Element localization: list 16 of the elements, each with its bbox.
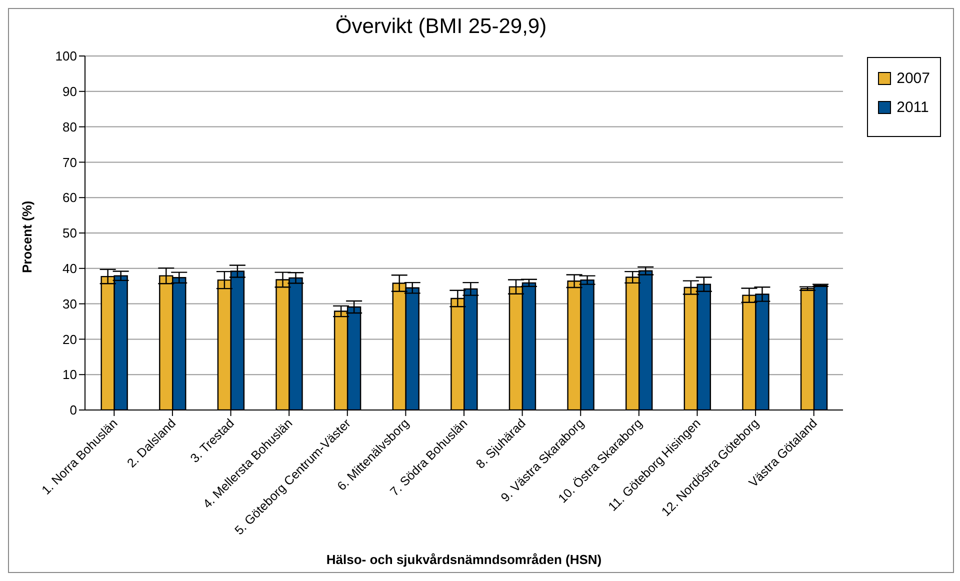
y-axis-title: Procent (%) <box>20 200 35 273</box>
y-tick-label: 90 <box>62 84 77 100</box>
legend-label: 2007 <box>896 70 930 87</box>
y-tick-label: 30 <box>62 296 77 312</box>
y-tick-label: 50 <box>62 226 77 241</box>
y-tick-label: 70 <box>62 154 77 170</box>
y-tick-label: 10 <box>62 367 77 382</box>
chart-title: Övervikt (BMI 25-29,9) <box>334 15 548 39</box>
x-axis-title: Hälso- och sjukvårdsnämndsområden (HSN) <box>326 552 602 567</box>
y-tick-label: 80 <box>62 119 77 134</box>
y-tick-label: 60 <box>62 190 77 206</box>
legend-label: 2011 <box>896 99 929 116</box>
y-tick-label: 20 <box>62 332 77 347</box>
y-tick-label: 100 <box>55 48 77 64</box>
y-tick-label: 40 <box>62 261 77 276</box>
y-tick-label: 0 <box>70 402 77 418</box>
